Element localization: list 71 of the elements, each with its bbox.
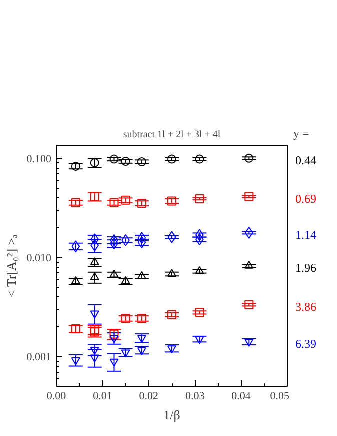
x-tick-label: 0.04 xyxy=(232,390,252,402)
point xyxy=(244,192,254,202)
point xyxy=(195,194,204,204)
point xyxy=(244,339,254,347)
point xyxy=(90,354,100,363)
point xyxy=(121,276,130,284)
point xyxy=(110,270,119,278)
point xyxy=(168,310,176,320)
point xyxy=(110,198,119,208)
point xyxy=(195,154,204,164)
text: 0.44 xyxy=(296,153,316,168)
x-axis-title: 1/β xyxy=(164,408,181,422)
text: 1.96 xyxy=(296,261,316,276)
point xyxy=(137,335,146,344)
x-tick-label: 0.05 xyxy=(270,390,290,402)
x-tick-label: 0.01 xyxy=(93,390,112,402)
point xyxy=(71,162,80,171)
text: 6.39 xyxy=(296,336,316,351)
text: 1.14 xyxy=(296,228,316,242)
point xyxy=(121,157,130,166)
point xyxy=(195,336,204,344)
x-tick-label: 0.00 xyxy=(46,390,67,402)
point xyxy=(71,198,80,208)
point xyxy=(90,272,100,280)
point xyxy=(168,269,176,278)
point xyxy=(137,314,146,324)
legend-title: y = xyxy=(294,126,310,140)
point xyxy=(90,328,100,337)
point xyxy=(244,226,254,239)
point xyxy=(110,358,119,367)
point xyxy=(71,276,80,284)
x-tick-label: 0.02 xyxy=(139,390,159,402)
point xyxy=(71,324,80,334)
point xyxy=(195,308,204,318)
point xyxy=(90,240,100,252)
x-tick-label: 0.03 xyxy=(185,390,206,402)
y-tick-label: 0.100 xyxy=(26,153,52,166)
text: 0.69 xyxy=(296,192,316,206)
y-tick-label: 0.001 xyxy=(26,352,52,364)
point xyxy=(168,154,176,164)
point xyxy=(168,196,176,206)
point xyxy=(110,330,119,339)
point xyxy=(72,240,80,253)
point xyxy=(168,231,176,244)
point xyxy=(137,271,146,280)
point xyxy=(195,266,204,274)
point xyxy=(168,346,176,354)
point xyxy=(121,196,130,205)
point xyxy=(137,198,146,208)
point xyxy=(90,234,100,246)
point xyxy=(244,300,254,310)
point xyxy=(121,350,130,358)
point xyxy=(71,357,80,366)
text: 3.86 xyxy=(296,300,316,314)
y-tick-label: 0.010 xyxy=(26,252,52,265)
point xyxy=(244,154,254,163)
point xyxy=(90,192,100,202)
point xyxy=(90,347,100,356)
point xyxy=(90,325,100,334)
point xyxy=(90,257,100,266)
y-axis-title: < Tr[A₀²] >ₐ xyxy=(4,234,19,298)
point xyxy=(121,314,130,324)
chart-title: subtract 1l + 2l + 3l + 4l xyxy=(123,130,221,140)
point xyxy=(90,310,100,319)
point xyxy=(137,158,146,166)
point xyxy=(137,347,146,356)
point xyxy=(244,260,254,269)
point xyxy=(90,158,100,168)
point xyxy=(110,336,119,344)
point xyxy=(138,236,146,248)
point xyxy=(138,232,146,244)
